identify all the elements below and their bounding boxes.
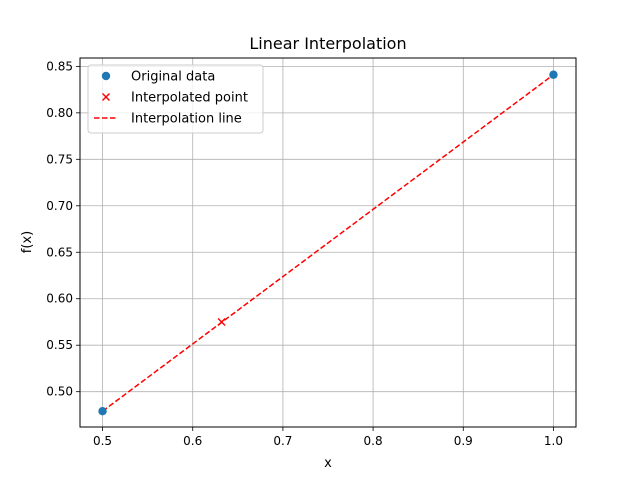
x-tick-label: 0.5 [93,434,112,448]
x-tick-label: 0.8 [364,434,383,448]
axes-frame [79,57,577,428]
plot-data [98,70,558,416]
chart-title: Linear Interpolation [249,34,406,53]
y-axis-label: f(x) [20,231,35,253]
data-point-original [549,70,558,79]
y-tick-label: 0.55 [46,338,73,352]
x-tick-label: 0.9 [454,434,473,448]
x-tick-label: 0.6 [183,434,202,448]
y-tick-label: 0.85 [46,59,73,73]
x-marker-stroke [102,93,110,101]
y-tick-label: 0.50 [46,385,73,399]
y-tick-label: 0.60 [46,292,73,306]
legend-label: Interpolated point [131,91,248,106]
legend-label: Original data [131,70,215,85]
y-tick-label: 0.75 [46,152,73,166]
x-tick-label: 1.0 [544,434,563,448]
x-tick-label: 0.7 [273,434,292,448]
legend: Original data Interpolated point Interpola… [87,64,264,134]
x-axis-label: x [324,456,332,471]
legend-label: Interpolation line [131,112,242,127]
y-tick-label: 0.80 [46,106,73,120]
legend-box [87,64,264,134]
legend-circle-swatch [101,71,111,81]
y-tick-label: 0.70 [46,199,73,213]
series-line-interpolation [102,74,554,412]
y-tick-label: 0.65 [46,245,73,259]
data-point-original [98,406,107,416]
grid [80,58,576,427]
legend-x-swatch [102,93,110,101]
data-point-interpolated [217,317,226,326]
axis-ticks: 0.5 0.6 0.7 0.8 0.9 1.0 0.50 0.55 0.60 0.65 0.70 0.… [46,59,563,448]
x-marker-stroke [217,317,226,326]
